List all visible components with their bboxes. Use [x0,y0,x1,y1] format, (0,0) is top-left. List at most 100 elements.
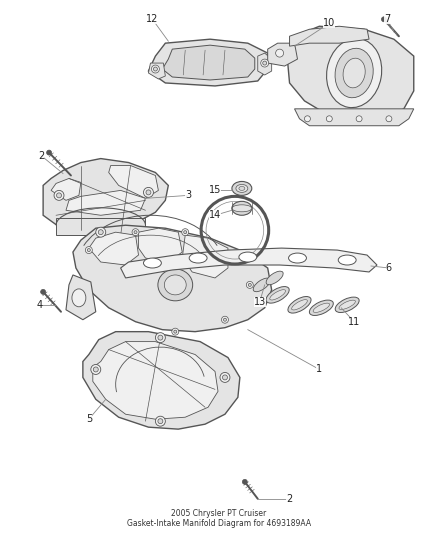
Ellipse shape [239,187,245,190]
Ellipse shape [158,335,163,340]
Ellipse shape [246,281,253,288]
Ellipse shape [239,252,257,262]
Ellipse shape [263,61,267,65]
Ellipse shape [41,289,46,294]
Text: 11: 11 [348,317,360,327]
Ellipse shape [72,289,86,307]
Text: 12: 12 [146,14,159,25]
Ellipse shape [223,318,226,321]
Text: 2: 2 [286,494,293,504]
Ellipse shape [309,300,333,316]
Ellipse shape [57,193,61,198]
Polygon shape [294,109,414,126]
Ellipse shape [91,365,101,375]
Ellipse shape [182,229,189,236]
Ellipse shape [226,252,233,259]
Ellipse shape [381,17,386,22]
Ellipse shape [248,284,251,286]
Ellipse shape [223,375,227,380]
Ellipse shape [132,229,139,236]
Polygon shape [56,218,145,235]
Ellipse shape [276,49,283,57]
Text: 1: 1 [316,365,322,375]
Ellipse shape [232,181,252,196]
Polygon shape [109,166,159,198]
Ellipse shape [155,333,165,343]
Polygon shape [51,179,81,200]
Ellipse shape [386,116,392,122]
Ellipse shape [343,58,365,88]
Ellipse shape [46,150,52,155]
Ellipse shape [189,253,207,263]
Ellipse shape [288,296,311,313]
Ellipse shape [222,316,229,323]
Polygon shape [89,232,138,265]
Ellipse shape [164,275,186,295]
Ellipse shape [146,190,151,195]
Polygon shape [138,228,182,262]
Ellipse shape [242,479,247,484]
Ellipse shape [87,248,90,252]
Ellipse shape [236,184,248,192]
Ellipse shape [292,300,307,310]
Ellipse shape [152,65,159,73]
Ellipse shape [266,287,289,303]
Polygon shape [288,26,414,121]
Text: 10: 10 [323,18,336,28]
Ellipse shape [232,205,252,212]
Ellipse shape [289,253,307,263]
Polygon shape [268,43,297,66]
Ellipse shape [96,227,106,237]
Ellipse shape [356,116,362,122]
Polygon shape [148,39,268,86]
Ellipse shape [338,255,356,265]
Ellipse shape [304,116,311,122]
Ellipse shape [144,258,161,268]
Ellipse shape [270,289,286,300]
Ellipse shape [232,201,252,215]
Ellipse shape [313,303,329,312]
Text: 3: 3 [185,190,191,200]
Polygon shape [73,225,272,332]
Ellipse shape [326,116,332,122]
Ellipse shape [335,49,373,98]
Ellipse shape [220,373,230,382]
Ellipse shape [158,269,193,301]
Text: 7: 7 [384,14,390,25]
Ellipse shape [261,59,268,67]
Ellipse shape [339,300,355,310]
Ellipse shape [327,38,382,108]
Text: 14: 14 [209,210,221,220]
Text: 6: 6 [386,263,392,273]
Polygon shape [162,45,255,80]
Ellipse shape [153,67,157,71]
Ellipse shape [98,230,103,235]
Ellipse shape [85,247,92,254]
Polygon shape [66,275,96,320]
Ellipse shape [144,188,153,197]
Polygon shape [120,248,377,278]
Polygon shape [182,235,228,278]
Text: 2005 Chrysler PT Cruiser
Gasket-Intake Manifold Diagram for 4693189AA: 2005 Chrysler PT Cruiser Gasket-Intake M… [127,509,311,528]
Ellipse shape [229,254,231,256]
Ellipse shape [93,367,98,372]
Text: 5: 5 [86,414,92,424]
Text: 4: 4 [36,300,42,310]
Polygon shape [290,26,369,46]
Polygon shape [43,158,168,232]
Ellipse shape [335,297,359,312]
Polygon shape [83,332,240,429]
Ellipse shape [184,231,187,233]
Ellipse shape [54,190,64,200]
Polygon shape [258,53,272,75]
Ellipse shape [174,330,177,333]
Text: 13: 13 [254,297,266,307]
Ellipse shape [155,416,165,426]
Ellipse shape [253,278,270,292]
Ellipse shape [158,419,163,424]
Ellipse shape [266,271,283,285]
Polygon shape [66,190,145,215]
Polygon shape [93,342,218,419]
Ellipse shape [172,328,179,335]
Polygon shape [148,63,165,79]
